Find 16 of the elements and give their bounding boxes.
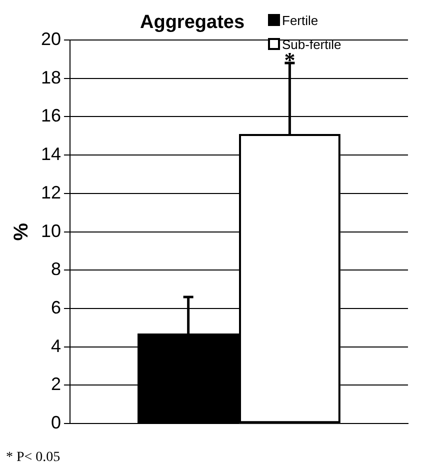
y-tick-label: 4: [51, 336, 62, 356]
legend-label: Sub-fertile: [282, 36, 342, 52]
y-tick-label: 16: [40, 106, 62, 126]
chart-title: Aggregates: [140, 12, 245, 34]
y-tick-label: 12: [40, 182, 62, 202]
y-axis-title: %: [10, 222, 33, 241]
y-tick-label: 18: [40, 67, 62, 88]
y-tick-label: 20: [40, 28, 62, 49]
legend-label: Fertile: [282, 12, 318, 28]
y-tick-label: 0: [51, 412, 62, 433]
y-tick-label: 8: [51, 259, 62, 280]
y-tick-label: 2: [51, 374, 62, 394]
y-tick-label: 6: [51, 297, 62, 318]
y-tick-label: 14: [40, 144, 62, 164]
text: * P< 0.05: [6, 450, 60, 466]
y-tick-label: 10: [40, 220, 62, 241]
